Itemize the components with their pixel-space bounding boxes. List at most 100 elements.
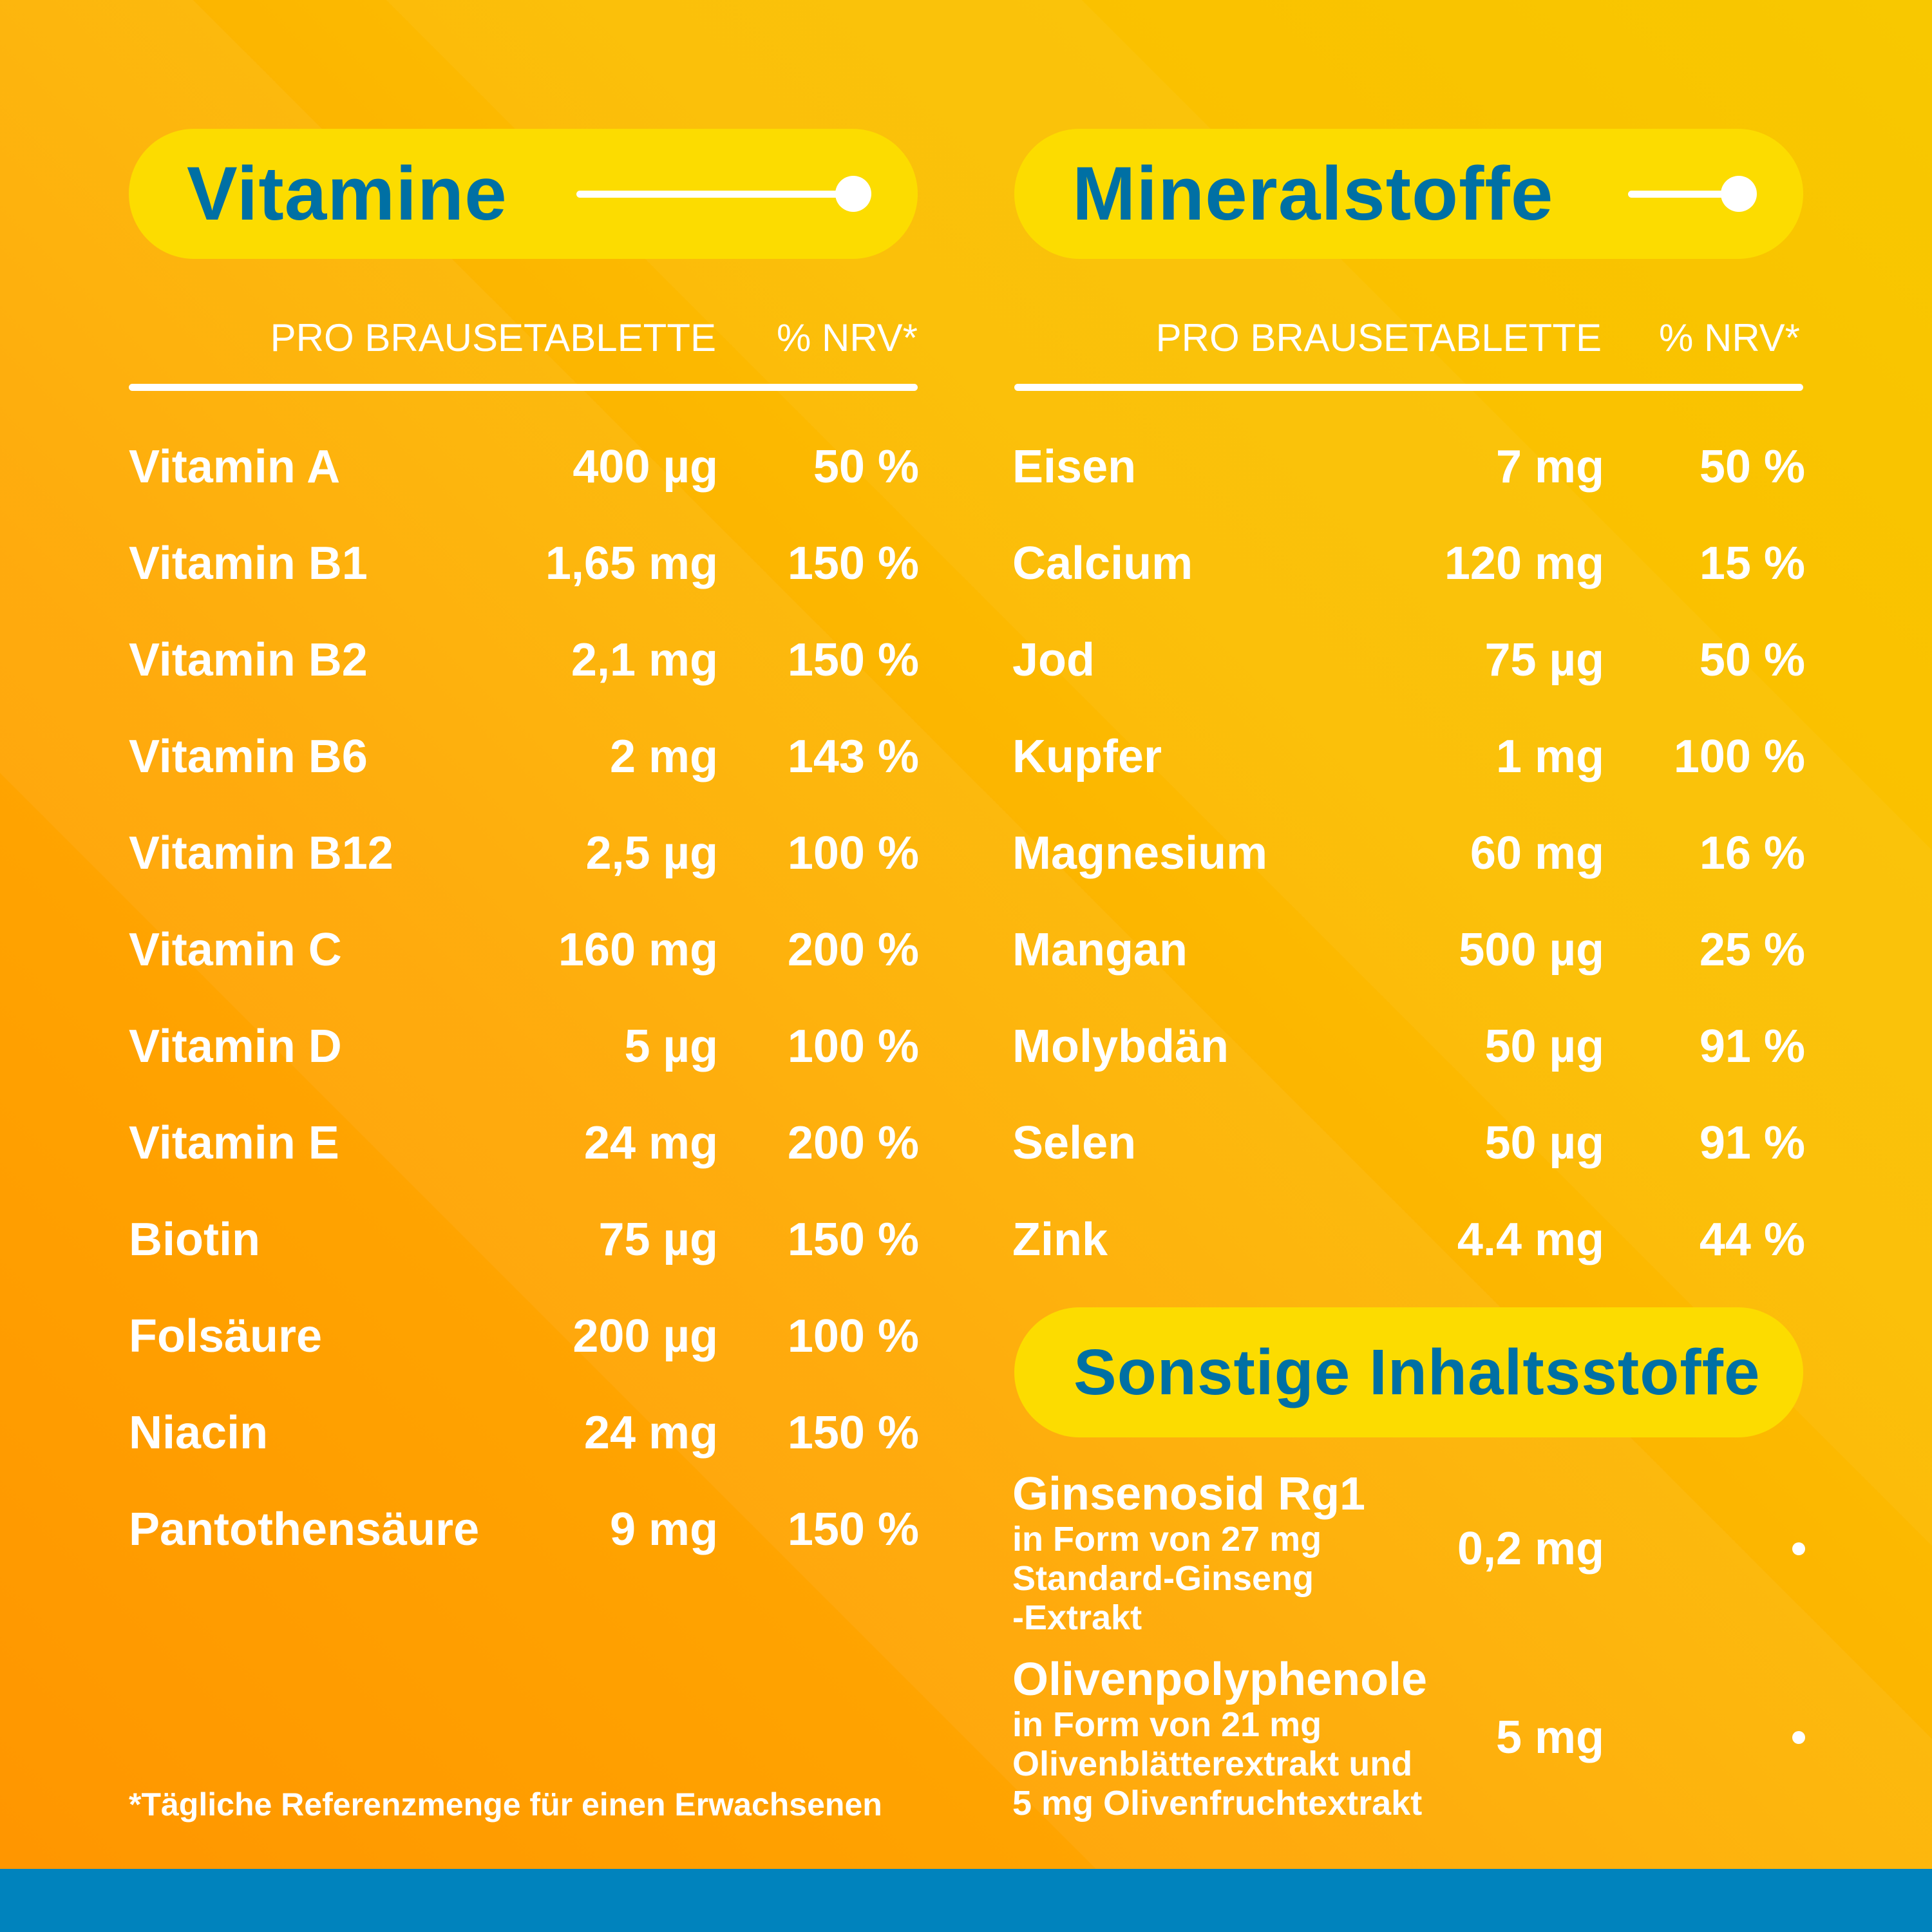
table-row: Kupfer 1 mg 100 %: [0, 724, 1932, 789]
row-amount: 7 mg: [1495, 441, 1604, 493]
other-item-detail: -Extrakt: [1012, 1598, 1142, 1637]
footnote: *Tägliche Referenzmenge für einen Erwach…: [129, 1786, 882, 1823]
row-nrv: 91 %: [1699, 1117, 1805, 1169]
dot-icon: [835, 176, 871, 212]
minerals-title-pill: Mineralstoffe: [1014, 129, 1803, 259]
table-row: Magnesium 60 mg 16 %: [0, 821, 1932, 886]
table-row: Calcium 120 mg 15 %: [0, 531, 1932, 596]
decorative-line: [576, 191, 847, 198]
row-nrv: 150 %: [787, 538, 919, 589]
row-name: Mangan: [1012, 924, 1188, 976]
table-row: Vitamin B6 2 mg 143 %: [0, 724, 1932, 789]
row-name: Vitamin D: [129, 1021, 342, 1072]
row-amount: 9 mg: [609, 1504, 718, 1555]
row-amount: 2,1 mg: [571, 634, 718, 686]
row-nrv: 15 %: [1699, 538, 1805, 589]
other-title-pill: Sonstige Inhaltsstoffe: [1014, 1307, 1803, 1437]
divider: [1014, 384, 1803, 391]
row-nrv: 100 %: [787, 828, 919, 879]
row-nrv: 91 %: [1699, 1021, 1805, 1072]
row-amount: 4.4 mg: [1457, 1214, 1604, 1265]
other-item-detail: Standard-Ginseng: [1012, 1559, 1314, 1598]
row-name: Eisen: [1012, 441, 1137, 493]
row-amount: 1 mg: [1495, 731, 1604, 782]
row-amount: 5 µg: [624, 1021, 718, 1072]
row-nrv: 44 %: [1699, 1214, 1805, 1265]
other-item-amount: 0,2 mg: [1457, 1523, 1604, 1575]
row-amount: 24 mg: [583, 1117, 718, 1169]
decorative-line: [1628, 191, 1738, 198]
row-name: Vitamin A: [129, 441, 341, 493]
table-row: Molybdän 50 µg 91 %: [0, 1014, 1932, 1079]
other-item-name: Olivenpolyphenole: [1012, 1654, 1428, 1705]
table-row: Vitamin D 5 µg 100 %: [0, 1014, 1932, 1079]
vitamins-col-nrv: % NRV*: [777, 316, 918, 359]
row-nrv: 150 %: [787, 1504, 919, 1555]
table-row: Biotin 75 µg 150 %: [0, 1208, 1932, 1272]
row-name: Vitamin B1: [129, 538, 368, 589]
dot-icon: [1792, 1542, 1805, 1555]
row-nrv: 200 %: [787, 1117, 919, 1169]
row-amount: 75 µg: [598, 1214, 718, 1265]
bottom-bar: [0, 1869, 1932, 1932]
dot-icon: [1721, 176, 1757, 212]
row-nrv: 16 %: [1699, 828, 1805, 879]
row-name: Pantothensäure: [129, 1504, 480, 1555]
other-item: Ginsenosid Rg1 in Form von 27 mg Standard-…: [1012, 1468, 1365, 1638]
other-item-detail: 5 mg Olivenfruchtextrakt: [1012, 1784, 1423, 1823]
row-amount: 2,5 µg: [585, 828, 718, 879]
row-amount: 50 µg: [1484, 1117, 1604, 1169]
row-amount: 75 µg: [1484, 634, 1604, 686]
table-row: Vitamin B2 2,1 mg 150 %: [0, 628, 1932, 692]
table-row: Zink 4.4 mg 44 %: [0, 1208, 1932, 1272]
row-name: Magnesium: [1012, 828, 1268, 879]
row-name: Vitamin B6: [129, 731, 368, 782]
table-row: Niacin 24 mg 150 %: [0, 1401, 1932, 1465]
table-row: Pantothensäure 9 mg 150 %: [0, 1497, 1932, 1562]
divider: [129, 384, 918, 391]
row-name: Kupfer: [1012, 731, 1162, 782]
row-nrv: 50 %: [813, 441, 919, 493]
table-row: Eisen 7 mg 50 %: [0, 435, 1932, 499]
row-amount: 160 mg: [558, 924, 718, 976]
row-amount: 60 mg: [1470, 828, 1604, 879]
row-name: Niacin: [129, 1407, 269, 1459]
table-row: Selen 50 µg 91 %: [0, 1111, 1932, 1175]
row-amount: 50 µg: [1484, 1021, 1604, 1072]
table-row: Vitamin B1 1,65 mg 150 %: [0, 531, 1932, 596]
row-name: Jod: [1012, 634, 1095, 686]
row-amount: 24 mg: [583, 1407, 718, 1459]
row-nrv: 150 %: [787, 1214, 919, 1265]
other-item-name: Ginsenosid Rg1: [1012, 1468, 1366, 1520]
row-nrv: 50 %: [1699, 634, 1805, 686]
minerals-col-nrv: % NRV*: [1659, 316, 1800, 359]
other-item-detail: in Form von 27 mg: [1012, 1520, 1322, 1558]
row-nrv: 200 %: [787, 924, 919, 976]
row-nrv: 150 %: [787, 634, 919, 686]
row-amount: 200 µg: [573, 1311, 718, 1362]
other-item: Olivenpolyphenole in Form von 21 mg Oliven…: [1012, 1654, 1427, 1823]
row-amount: 1,65 mg: [545, 538, 718, 589]
other-item-detail: Olivenblätterextrakt und: [1012, 1745, 1413, 1783]
row-name: Vitamin B12: [129, 828, 393, 879]
row-nrv: 50 %: [1699, 441, 1805, 493]
row-name: Vitamin B2: [129, 634, 368, 686]
row-nrv: 100 %: [787, 1311, 919, 1362]
other-item-amount: 5 mg: [1495, 1712, 1604, 1763]
row-amount: 400 µg: [573, 441, 718, 493]
row-amount: 500 µg: [1459, 924, 1604, 976]
row-nrv: 100 %: [787, 1021, 919, 1072]
row-nrv: 143 %: [787, 731, 919, 782]
row-name: Vitamin E: [129, 1117, 339, 1169]
other-title: Sonstige Inhaltsstoffe: [1074, 1336, 1761, 1408]
row-nrv: 150 %: [787, 1407, 919, 1459]
minerals-title: Mineralstoffe: [1072, 151, 1554, 236]
vitamins-title: Vitamine: [187, 151, 507, 236]
row-name: Vitamin C: [129, 924, 342, 976]
row-name: Selen: [1012, 1117, 1137, 1169]
dot-icon: [1792, 1731, 1805, 1744]
table-row: Folsäure 200 µg 100 %: [0, 1304, 1932, 1368]
row-name: Molybdän: [1012, 1021, 1229, 1072]
row-name: Zink: [1012, 1214, 1108, 1265]
table-row: Mangan 500 µg 25 %: [0, 918, 1932, 982]
